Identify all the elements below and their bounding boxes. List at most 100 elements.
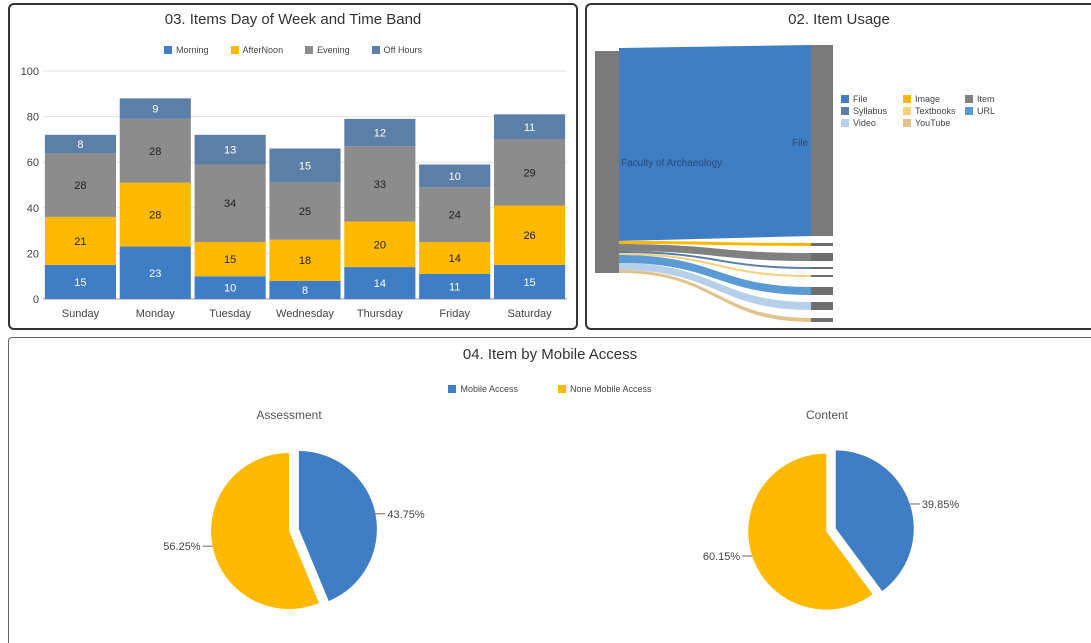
bar-legend-item-evening: Evening [305, 45, 350, 55]
bar-data-label: 24 [449, 210, 461, 222]
sankey-legend-item-syllabus: Syllabus [841, 105, 903, 117]
bar-data-label: 26 [523, 230, 535, 242]
sankey-target-label: File [792, 138, 809, 149]
legend-label: Evening [317, 45, 350, 55]
x-tick-label: Saturday [508, 308, 553, 320]
bar-data-label: 20 [374, 239, 386, 251]
legend-label: Item [977, 94, 995, 104]
sankey-legend-item-image: Image [903, 93, 965, 105]
bar-segment-monday-morning[interactable] [119, 246, 191, 299]
bar-data-label: 10 [449, 171, 461, 183]
legend-swatch [305, 46, 314, 54]
legend-swatch [841, 107, 849, 115]
bar-legend-item-off-hours: Off Hours [371, 45, 422, 55]
pie-slice-assessment-none-mobile-access[interactable] [211, 452, 319, 609]
bar-segment-sunday-afternoon[interactable] [44, 216, 116, 265]
sankey-flow-image [619, 241, 811, 246]
bar-segment-thursday-afternoon[interactable] [344, 221, 416, 268]
bar-segment-friday-off-hours[interactable] [419, 164, 491, 188]
x-tick-label: Monday [136, 308, 176, 320]
x-tick-label: Thursday [357, 308, 403, 320]
bar-segment-monday-evening[interactable] [119, 118, 191, 183]
bar-segment-friday-evening[interactable] [419, 187, 491, 242]
sankey-target-node-image [811, 243, 833, 246]
bar-chart-title: 03. Items Day of Week and Time Band [164, 11, 422, 28]
pie-value-label: 39.85% [922, 499, 960, 511]
bar-segment-thursday-morning[interactable] [344, 267, 416, 299]
bar-segment-thursday-off-hours[interactable] [344, 118, 416, 147]
legend-swatch [903, 95, 911, 103]
bar-data-label: 15 [299, 161, 311, 173]
bar-segment-tuesday-morning[interactable] [194, 276, 266, 299]
y-tick-label: 80 [27, 112, 39, 124]
bar-data-label: 15 [523, 277, 535, 289]
bar-segment-saturday-off-hours[interactable] [494, 114, 566, 140]
pie-slice-content-none-mobile-access[interactable] [748, 453, 873, 610]
pie-slice-content-mobile-access[interactable] [835, 450, 914, 592]
sankey-flow-syllabus [619, 251, 811, 269]
item-usage-panel: 02. Item Usage Faculty of Archaeology Fi… [585, 3, 1091, 330]
sankey-flow-file [619, 45, 811, 241]
legend-label: YouTube [915, 118, 951, 128]
pie-panel-title: 04. Item by Mobile Access [462, 346, 638, 363]
x-tick-label: Wednesday [276, 308, 334, 320]
legend-label: Image [915, 94, 941, 104]
sankey-flow-url [619, 255, 811, 295]
bar-data-label: 12 [374, 128, 386, 140]
legend-swatch [903, 119, 911, 127]
pie-value-label: 43.75% [387, 509, 425, 521]
legend-swatch [448, 385, 457, 393]
bar-segment-saturday-afternoon[interactable] [494, 205, 566, 265]
bar-segment-thursday-evening[interactable] [344, 146, 416, 222]
x-tick-label: Sunday [62, 308, 100, 320]
bar-segment-monday-off-hours[interactable] [119, 98, 191, 119]
bar-segment-monday-afternoon[interactable] [119, 182, 191, 247]
bar-data-label: 15 [224, 254, 236, 266]
items-day-time-panel: 03. Items Day of Week and Time Band Morn… [8, 3, 578, 330]
bar-segment-wednesday-off-hours[interactable] [269, 148, 341, 183]
bar-segment-wednesday-evening[interactable] [269, 182, 341, 240]
sankey-source-node [595, 51, 619, 273]
bar-segment-wednesday-morning[interactable] [269, 280, 341, 299]
bar-data-label: 23 [149, 268, 161, 280]
bar-segment-tuesday-afternoon[interactable] [194, 242, 266, 277]
sankey-legend-item-url: URL [965, 105, 1015, 117]
bar-legend-item-morning: Morning [164, 45, 209, 55]
bar-segment-sunday-off-hours[interactable] [44, 134, 116, 154]
sankey-target-node-video [811, 302, 833, 310]
pie-value-label: 60.15% [703, 551, 741, 563]
sankey-target-node-syllabus [811, 267, 833, 269]
bar-segment-wednesday-afternoon[interactable] [269, 239, 341, 281]
bar-segment-sunday-evening[interactable] [44, 153, 116, 217]
y-tick-label: 100 [21, 66, 39, 78]
y-tick-label: 0 [33, 294, 39, 306]
pie-slice-assessment-mobile-access[interactable] [298, 451, 377, 602]
legend-label: Textbooks [915, 106, 956, 116]
sankey-target-node-file [811, 45, 833, 236]
legend-swatch [164, 46, 173, 54]
bar-segment-saturday-evening[interactable] [494, 139, 566, 206]
legend-swatch [841, 119, 849, 127]
sankey-legend-item-textbooks: Textbooks [903, 105, 965, 117]
pie-title-content: Content [805, 408, 849, 422]
bar-segment-tuesday-off-hours[interactable] [194, 134, 266, 165]
pie-legend-item-mobile-access: Mobile Access [448, 384, 518, 394]
bar-segment-friday-afternoon[interactable] [419, 242, 491, 274]
pie-value-label: 56.25% [163, 541, 201, 553]
bar-segment-saturday-morning[interactable] [494, 264, 566, 299]
pie-title-assessment: Assessment [256, 408, 322, 422]
x-tick-label: Friday [439, 308, 470, 320]
bar-data-label: 8 [302, 285, 308, 297]
sankey-flow-item [619, 244, 811, 261]
sankey-legend-item-file: File [841, 93, 903, 105]
bar-data-label: 13 [224, 145, 236, 157]
sankey-title: 02. Item Usage [788, 11, 890, 28]
sankey-flow-youtube [619, 270, 811, 322]
bar-segment-sunday-morning[interactable] [44, 264, 116, 299]
bar-data-label: 18 [299, 255, 311, 267]
legend-swatch [965, 107, 973, 115]
bar-segment-tuesday-evening[interactable] [194, 164, 266, 242]
pie-legend-item-none-mobile-access: None Mobile Access [557, 384, 652, 394]
bar-segment-friday-morning[interactable] [419, 273, 491, 299]
bar-data-label: 14 [449, 253, 461, 265]
